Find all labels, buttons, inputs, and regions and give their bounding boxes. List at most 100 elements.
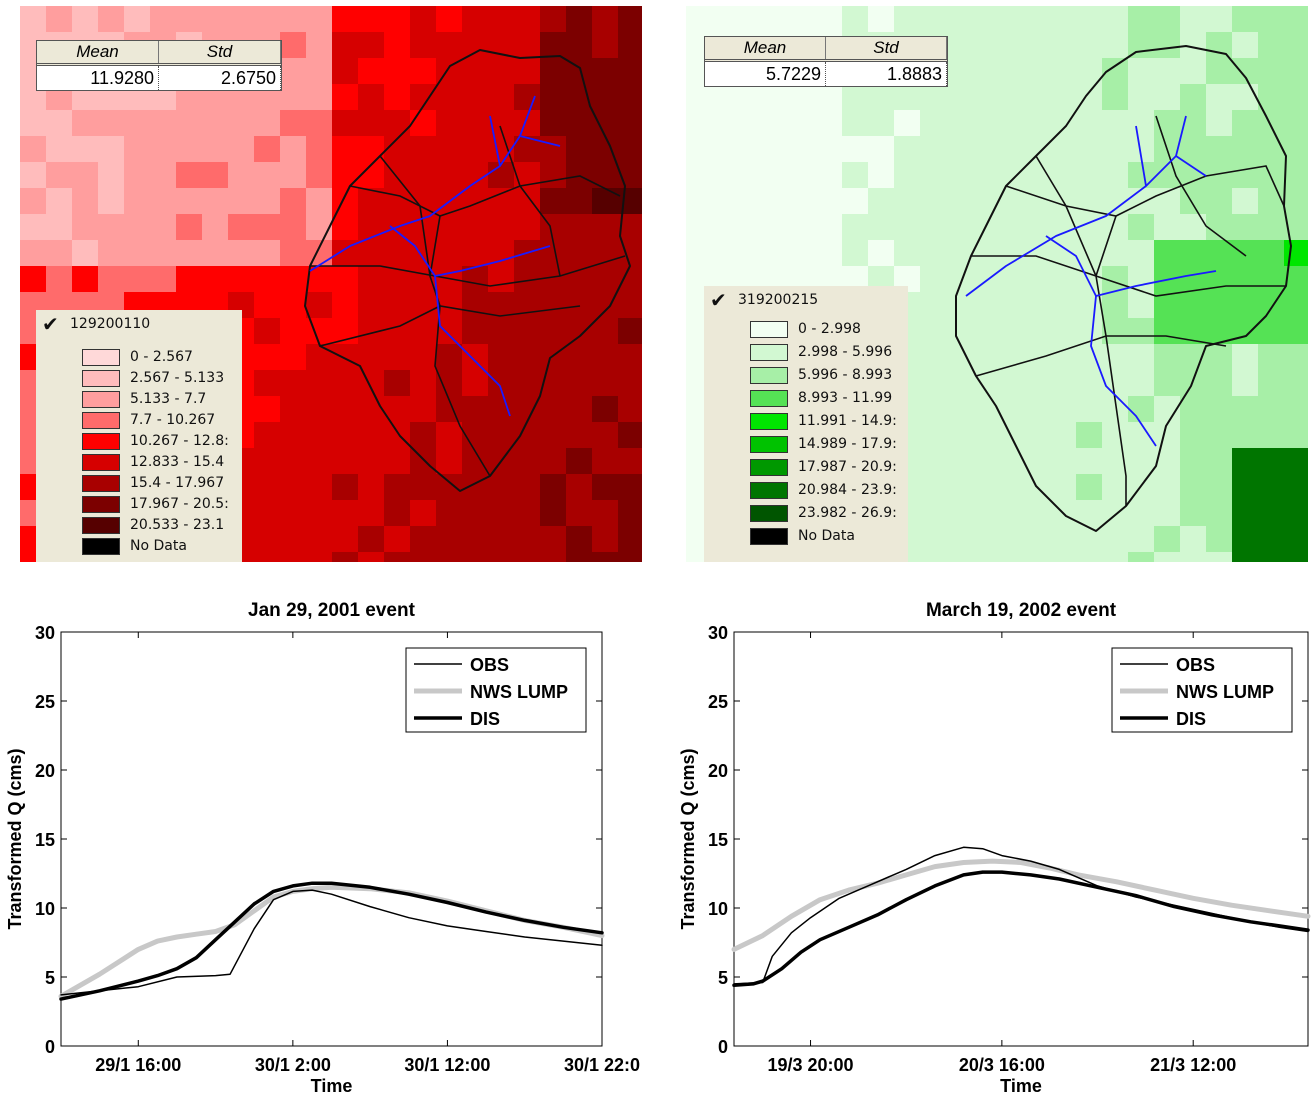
raster-cell [1128, 162, 1154, 188]
raster-cell [358, 6, 384, 32]
raster-cell [514, 370, 540, 396]
raster-cell [946, 32, 972, 58]
raster-cell [540, 318, 566, 344]
raster-cell [1050, 552, 1076, 562]
raster-cell [1284, 32, 1308, 58]
raster-cell [462, 214, 488, 240]
raster-cell [254, 6, 280, 32]
raster-cell [1284, 136, 1308, 162]
raster-cell [306, 552, 332, 562]
raster-cell [1232, 58, 1258, 84]
raster-cell [1102, 422, 1128, 448]
raster-cell [712, 84, 738, 110]
raster-cell [358, 266, 384, 292]
legend-swatch [750, 435, 788, 453]
raster-cell [540, 110, 566, 136]
raster-cell [280, 500, 306, 526]
raster-cell [920, 396, 946, 422]
raster-cell [410, 370, 436, 396]
raster-cell [1232, 448, 1258, 474]
raster-cell [1050, 6, 1076, 32]
raster-cell [1206, 474, 1232, 500]
raster-cell [868, 136, 894, 162]
raster-cell [1128, 552, 1154, 562]
raster-cell [72, 110, 98, 136]
raster-cell [514, 214, 540, 240]
raster-cell [686, 136, 712, 162]
raster-cell [306, 422, 332, 448]
raster-cell [462, 6, 488, 32]
raster-cell [1050, 344, 1076, 370]
legend-entry: DIS [1176, 709, 1206, 729]
raster-cell [176, 266, 202, 292]
layer-visible-checkbox[interactable]: ✔ [42, 312, 59, 336]
raster-cell [790, 162, 816, 188]
legend-swatch [82, 432, 120, 450]
watershed-boundary [304, 49, 631, 492]
series-line-dis [732, 870, 1310, 988]
raster-cell [150, 240, 176, 266]
raster-cell [1258, 526, 1284, 552]
raster-cell [280, 84, 306, 110]
raster-cell [1128, 6, 1154, 32]
raster-cell [150, 188, 176, 214]
stats-value-row: 5.7229 1.8883 [705, 62, 947, 86]
raster-cell [972, 344, 998, 370]
raster-cell [1180, 214, 1206, 240]
legend-label: 17.967 - 20.5: [130, 496, 229, 512]
raster-cell [384, 84, 410, 110]
raster-cell [410, 552, 436, 562]
raster-cell [592, 58, 618, 84]
legend-item: 23.982 - 26.9: [750, 504, 897, 522]
raster-cell [1050, 32, 1076, 58]
raster-cell [358, 292, 384, 318]
raster-cell [592, 552, 618, 562]
raster-cell [920, 422, 946, 448]
raster-cell [972, 292, 998, 318]
raster-cell [436, 552, 462, 562]
layer-visible-checkbox[interactable]: ✔ [710, 288, 727, 312]
raster-cell [514, 32, 540, 58]
legend-label: 14.989 - 17.9: [798, 436, 897, 452]
raster-cell [1258, 474, 1284, 500]
raster-cell [98, 110, 124, 136]
raster-cell [618, 266, 642, 292]
raster-cell [72, 240, 98, 266]
raster-cell [1076, 396, 1102, 422]
raster-cell [410, 136, 436, 162]
raster-cell [410, 188, 436, 214]
raster-cell [410, 500, 436, 526]
raster-cell [592, 214, 618, 240]
raster-cell [920, 500, 946, 526]
raster-cell [20, 110, 46, 136]
raster-cell [514, 474, 540, 500]
raster-cell [1050, 318, 1076, 344]
raster-cell [566, 32, 592, 58]
legend-item: 17.987 - 20.9: [750, 458, 897, 476]
rainfall-map-right: Mean Std 5.7229 1.8883 ✔ 319200215 0 - 2… [686, 6, 1308, 562]
raster-cell [894, 84, 920, 110]
raster-cell [254, 474, 280, 500]
raster-cell [972, 396, 998, 422]
raster-cell [332, 552, 358, 562]
raster-cell [618, 500, 642, 526]
raster-cell [1050, 474, 1076, 500]
raster-cell [1180, 240, 1206, 266]
raster-cell [686, 162, 712, 188]
subbasin-boundary [310, 255, 626, 287]
raster-cell [306, 526, 332, 552]
raster-cell [20, 240, 46, 266]
raster-cell [972, 6, 998, 32]
x-axis-label: Time [311, 1076, 353, 1095]
legend-item: 2.567 - 5.133 [82, 369, 224, 387]
raster-cell [1102, 162, 1128, 188]
std-header: Std [826, 37, 947, 59]
legend-label: 2.567 - 5.133 [130, 370, 225, 386]
raster-cell [1102, 292, 1128, 318]
raster-cell [1180, 526, 1206, 552]
raster-cell [1050, 526, 1076, 552]
raster-cell [384, 32, 410, 58]
raster-cell [540, 396, 566, 422]
raster-cell [618, 32, 642, 58]
raster-cell [280, 370, 306, 396]
